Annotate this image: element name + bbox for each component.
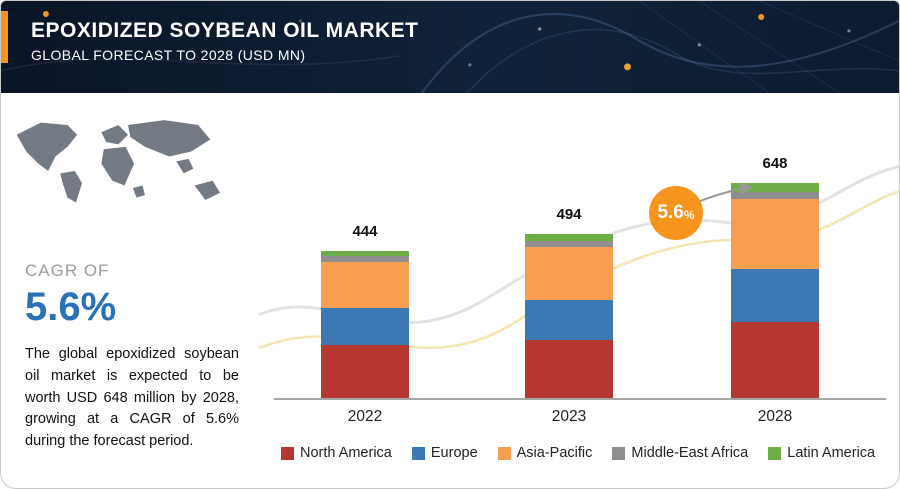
bar-segment-north-america [321,344,409,398]
growth-badge: 5.6 % [649,186,703,240]
bar-segment-europe [525,300,613,340]
cagr-label: CAGR OF [25,261,110,280]
legend: North America Europe Asia-Pacific Middle-Ea… [281,445,875,461]
legend-swatch [612,446,626,460]
bar-segment-asia-pacific [731,198,819,269]
growth-badge-suffix: % [683,208,695,222]
page-title: EPOXIDIZED SOYBEAN OIL MARKET [31,19,419,42]
bar-segment-asia-pacific [321,262,409,309]
legend-item-north-america: North America [281,445,392,461]
plot: 5.6 % 444 494 648 [274,93,886,400]
body: CAGR OF 5.6% The global epoxidized soybe… [1,93,899,488]
legend-item-middle-east-africa: Middle-East Africa [612,445,748,461]
world-map-graphic [16,120,220,203]
legend-item-latin-america: Latin America [768,445,875,461]
cagr-value: 5.6% [25,285,117,329]
page-subtitle: GLOBAL FORECAST TO 2028 (USD MN) [31,47,306,63]
bar-segment-asia-pacific [525,247,613,301]
header-accent-bar [1,11,8,63]
bar-2028 [731,183,819,398]
bar-segment-middle-east-africa [731,191,819,199]
bar-segment-north-america [525,339,613,398]
legend-item-asia-pacific: Asia-Pacific [497,445,593,461]
x-axis-label: 2023 [551,408,587,425]
legend-label: Asia-Pacific [516,445,593,461]
sidebar: CAGR OF 5.6% The global epoxidized soybe… [1,93,259,488]
legend-label: North America [300,445,392,461]
bar-segment-north-america [731,321,819,398]
bar-total-label: 494 [556,206,582,223]
bar-2022 [321,250,409,398]
market-description: The global epoxidized soybean oil market… [25,346,239,449]
bar-2023 [525,234,613,398]
legend-swatch [768,446,782,460]
legend-item-europe: Europe [411,445,478,461]
bar-total-label: 444 [352,223,378,240]
legend-label: Middle-East Africa [631,445,749,461]
legend-swatch [497,446,511,460]
chart-area: 5.6 % 444 494 648 North America Europe Asia-… [259,93,899,488]
bar-segment-europe [321,308,409,345]
x-axis-label: 2028 [757,408,793,425]
legend-swatch [281,446,294,460]
growth-badge-value: 5.6 [657,202,684,223]
title-block: EPOXIDIZED SOYBEAN OIL MARKET GLOBAL FOR… [31,19,419,63]
bar-segment-europe [731,268,819,322]
header: EPOXIDIZED SOYBEAN OIL MARKET GLOBAL FOR… [1,1,899,93]
bar-segment-latin-america [731,183,819,192]
network-decoration [1,1,899,93]
x-axis-label: 2022 [347,408,383,425]
legend-label: Latin America [787,445,876,461]
legend-swatch [411,446,425,460]
legend-label: Europe [430,445,478,461]
bar-segment-latin-america [525,234,613,241]
bar-total-label: 648 [762,155,788,172]
